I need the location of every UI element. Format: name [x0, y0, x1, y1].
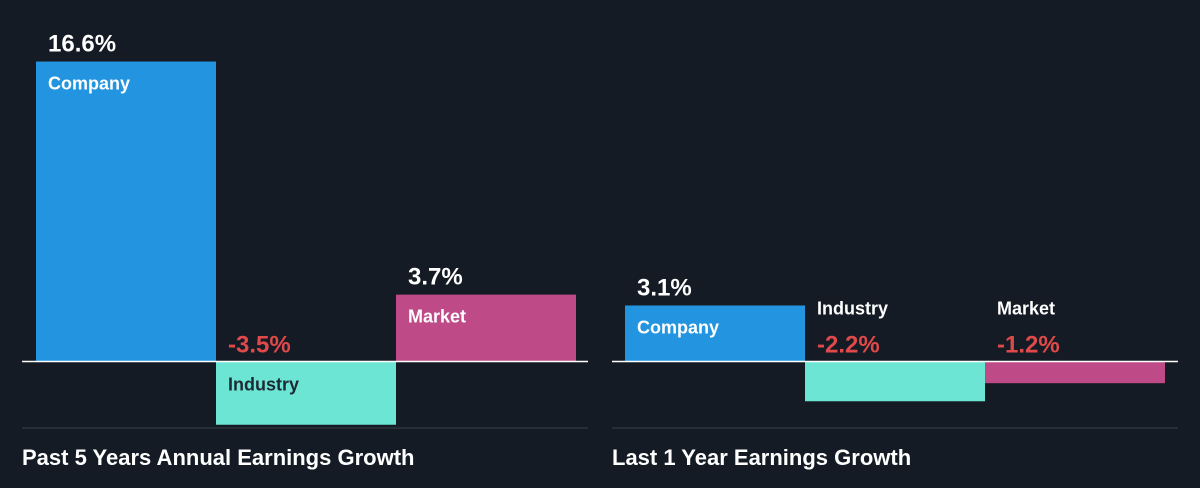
- value-label-industry-past-5-years: -3.5%: [228, 332, 291, 359]
- bar-industry-past-5-years: [216, 361, 396, 425]
- bar-company-past-5-years: [36, 61, 216, 362]
- category-label-company-last-1-year: Company: [637, 317, 719, 337]
- value-label-company-last-1-year: 3.1%: [637, 274, 692, 301]
- category-label-company-past-5-years: Company: [48, 74, 130, 94]
- panel-title-past-5-years: Past 5 Years Annual Earnings Growth: [22, 445, 414, 470]
- panel-title-last-1-year: Last 1 Year Earnings Growth: [612, 445, 911, 470]
- category-label-market-past-5-years: Market: [408, 307, 466, 327]
- bar-company-last-1-year: [625, 305, 805, 362]
- bar-market-past-5-years: [396, 294, 576, 362]
- value-label-industry-last-1-year: -2.2%: [817, 332, 880, 359]
- past-5-years-panel: 16.6% Company -3.5% Industry 3.7% Market: [22, 31, 588, 429]
- value-label-company-past-5-years: 16.6%: [48, 31, 116, 58]
- bar-industry-last-1-year: [805, 361, 985, 402]
- category-label-market-last-1-year: Market: [997, 299, 1055, 319]
- last-1-year-panel: 3.1% Company -2.2% Industry -1.2% Market: [612, 274, 1178, 429]
- category-label-industry-last-1-year: Industry: [817, 299, 888, 319]
- value-label-market-past-5-years: 3.7%: [408, 264, 463, 291]
- bar-market-last-1-year: [985, 361, 1165, 384]
- category-label-industry-past-5-years: Industry: [228, 375, 299, 395]
- value-label-market-last-1-year: -1.2%: [997, 332, 1060, 359]
